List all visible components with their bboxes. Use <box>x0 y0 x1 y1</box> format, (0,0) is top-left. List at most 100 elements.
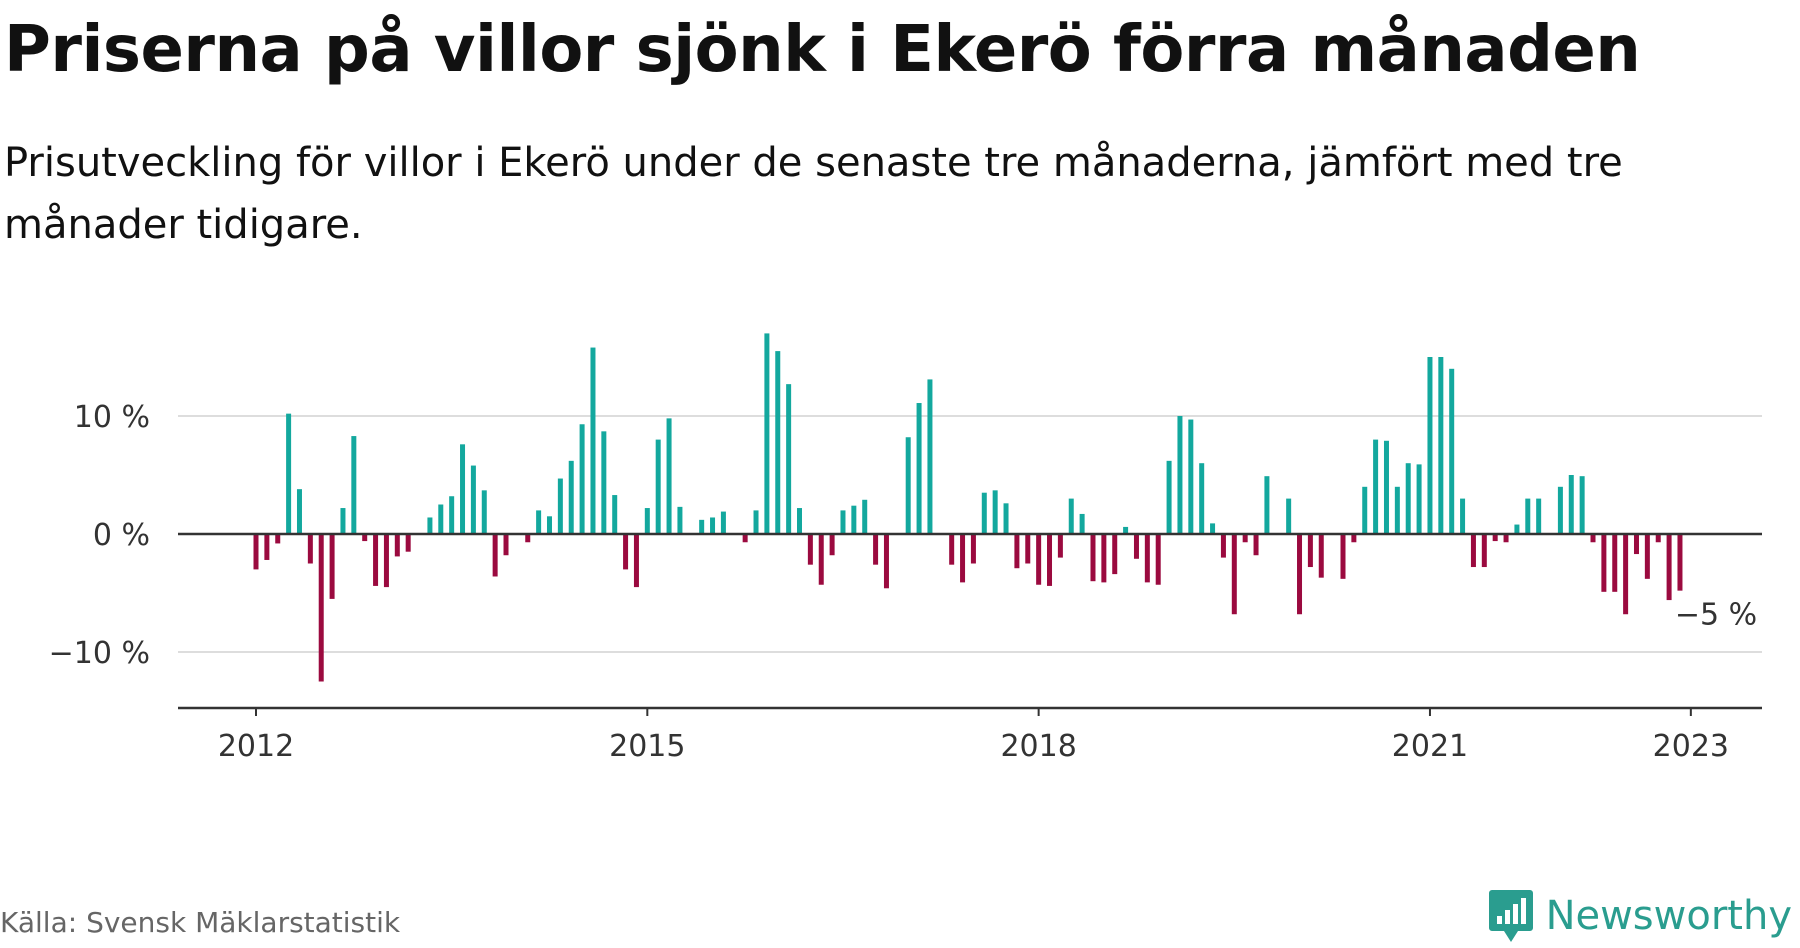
bar <box>1677 534 1683 591</box>
bar <box>296 489 302 534</box>
brand-logo[interactable]: Newsworthy <box>1488 888 1792 944</box>
bar <box>546 516 552 534</box>
bar <box>970 534 976 564</box>
bar <box>623 534 629 570</box>
bar <box>1601 534 1607 592</box>
bar <box>1188 419 1194 534</box>
bar <box>1525 498 1531 534</box>
bar <box>1405 463 1411 534</box>
bar <box>449 496 455 534</box>
bar <box>470 465 476 534</box>
bar <box>1231 534 1237 615</box>
bar <box>1579 476 1585 534</box>
bar <box>1568 475 1574 534</box>
bar <box>1177 416 1183 534</box>
bar <box>742 534 748 543</box>
bar <box>862 499 868 534</box>
bar <box>1514 524 1520 534</box>
bar <box>1286 498 1292 534</box>
bar <box>873 534 879 565</box>
bar <box>1536 498 1542 534</box>
bar <box>883 534 889 589</box>
brand-name: Newsworthy <box>1545 893 1792 939</box>
bar <box>1633 534 1639 555</box>
bar <box>1253 534 1259 556</box>
bar <box>1362 486 1368 534</box>
bar <box>1470 534 1476 568</box>
bar <box>666 418 672 534</box>
bar <box>1101 534 1107 583</box>
bar <box>1590 534 1596 543</box>
bar <box>481 490 487 534</box>
bar <box>644 508 650 534</box>
bar <box>1090 534 1096 582</box>
bar <box>1025 534 1031 564</box>
source-note: Källa: Svensk Mäklarstatistik <box>0 906 401 939</box>
bar <box>1210 523 1216 534</box>
bar <box>373 534 379 586</box>
y-tick-label: 10 % <box>74 400 150 435</box>
bar <box>818 534 824 585</box>
bar <box>1166 460 1172 534</box>
bar <box>1112 534 1118 575</box>
bar <box>1014 534 1020 569</box>
bar <box>1144 534 1150 583</box>
bar <box>1623 534 1629 615</box>
bar <box>1057 534 1063 558</box>
bar <box>1666 534 1672 601</box>
bar <box>710 517 716 534</box>
bar <box>1123 526 1129 534</box>
bar <box>601 431 607 534</box>
bar <box>753 510 759 534</box>
bar <box>1644 534 1650 579</box>
bar <box>633 534 639 588</box>
x-tick-label: 2018 <box>1000 729 1076 764</box>
bar <box>1427 357 1433 534</box>
bar <box>275 534 281 544</box>
bar <box>394 534 400 557</box>
bar <box>383 534 389 588</box>
bar <box>460 444 466 534</box>
bar <box>405 534 411 552</box>
bar <box>438 504 444 534</box>
chart-title: Priserna på villor sjönk i Ekerö förra m… <box>4 13 1641 87</box>
y-tick-label: 0 % <box>93 518 150 553</box>
bar <box>568 460 574 534</box>
bar <box>503 534 509 556</box>
bar <box>579 424 585 534</box>
bar <box>905 437 911 534</box>
bar <box>775 351 781 534</box>
bar <box>1394 486 1400 534</box>
bar <box>492 534 498 577</box>
bar <box>1297 534 1303 615</box>
bar <box>264 534 270 560</box>
bar <box>1079 513 1085 534</box>
bar <box>536 510 542 534</box>
bar <box>949 534 955 565</box>
bar <box>427 517 433 534</box>
bar <box>720 511 726 534</box>
bar <box>655 439 661 534</box>
bar <box>1557 486 1563 534</box>
bar <box>590 347 596 534</box>
bar <box>764 333 770 534</box>
bar <box>1438 357 1444 534</box>
bar <box>1264 476 1270 534</box>
bar <box>797 508 802 534</box>
bar <box>557 478 563 534</box>
bar <box>786 384 792 534</box>
bar <box>927 379 933 534</box>
bar <box>1655 534 1661 543</box>
x-tick-label: 2012 <box>218 729 294 764</box>
bar <box>960 534 966 583</box>
bar <box>1242 534 1248 543</box>
bar <box>612 495 618 534</box>
bar <box>351 436 357 534</box>
y-tick-label: −10 % <box>49 636 150 671</box>
bar <box>992 490 998 534</box>
bar <box>807 534 813 565</box>
bar <box>1199 463 1205 534</box>
bar <box>1133 534 1139 559</box>
bar <box>340 508 346 534</box>
bar <box>829 534 835 556</box>
